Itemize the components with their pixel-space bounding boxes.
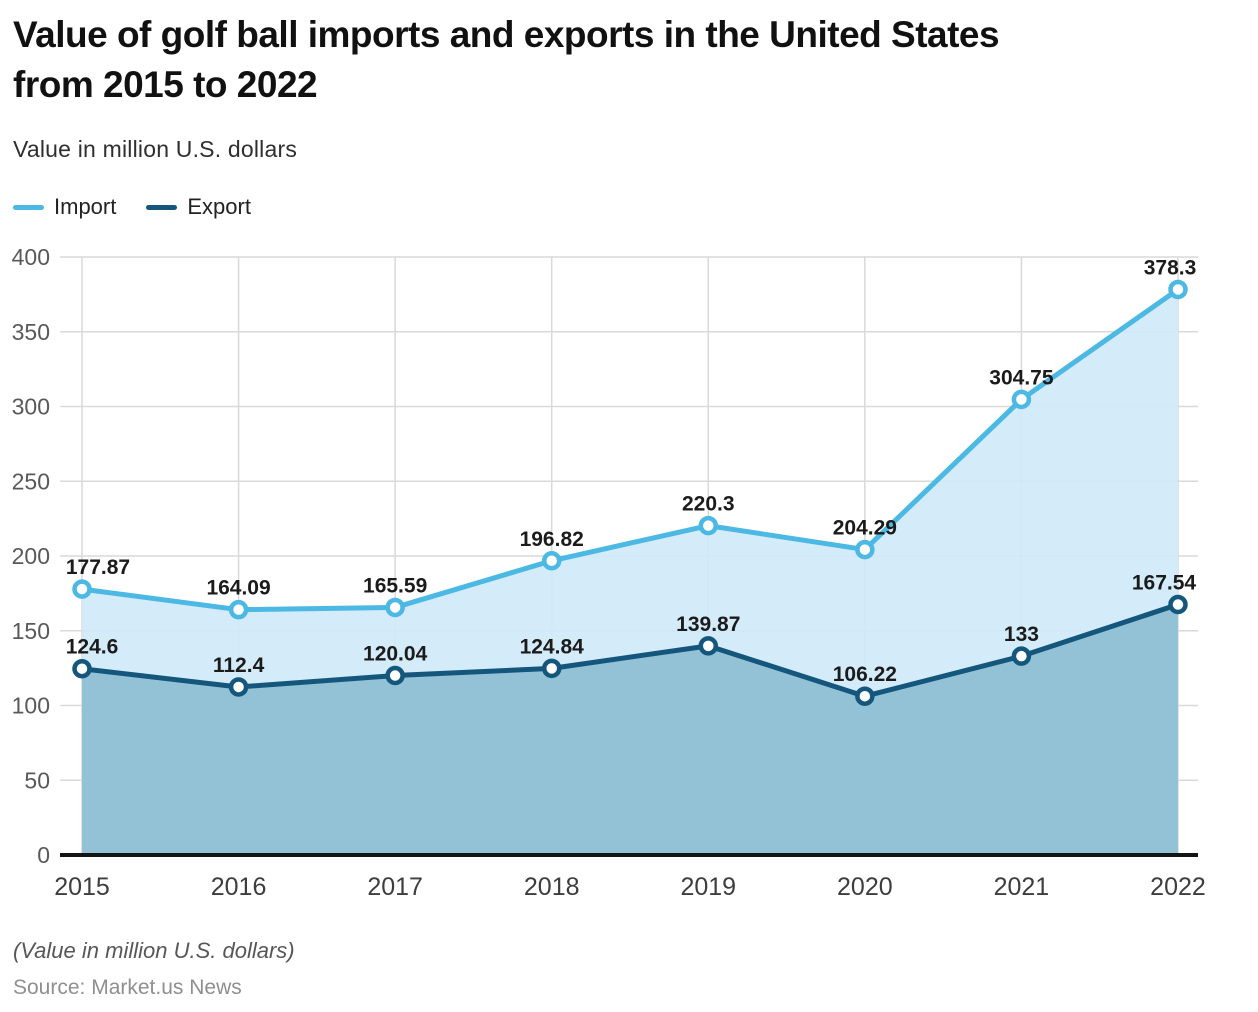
export-value-label: 133 xyxy=(1004,623,1039,646)
y-axis-label: 350 xyxy=(12,319,50,345)
import-data-point-marker xyxy=(1011,389,1032,410)
legend-label-import: Import xyxy=(54,194,117,219)
y-axis-label: 200 xyxy=(12,543,50,569)
x-axis-label: 2016 xyxy=(211,873,267,901)
import-value-label: 220.3 xyxy=(682,493,735,516)
x-axis-label: 2017 xyxy=(367,873,423,901)
export-line xyxy=(79,602,1181,699)
y-axis-label: 0 xyxy=(37,842,50,868)
export-value-label: 139.87 xyxy=(676,613,740,636)
import-data-point-marker xyxy=(855,539,875,560)
import-value-label: 165.59 xyxy=(363,574,427,597)
export-data-point-marker xyxy=(1168,594,1188,615)
chart-subtitle: Value in million U.S. dollars xyxy=(13,136,298,162)
chart-title-line1: Value of golf ball imports and exports i… xyxy=(13,14,1000,55)
import-value-label: 177.87 xyxy=(66,556,130,579)
legend-item-import[interactable]: Import xyxy=(13,194,116,220)
import-line xyxy=(79,286,1181,613)
export-value-label: 124.6 xyxy=(66,636,119,659)
y-axis-label: 400 xyxy=(12,244,50,270)
import-data-point-marker xyxy=(541,551,562,571)
footer-note: (Value in million U.S. dollars) xyxy=(13,938,295,963)
export-data-point-marker xyxy=(698,636,719,656)
import-value-label: 378.3 xyxy=(1144,256,1197,279)
footer-source: Source: Market.us News xyxy=(13,976,242,999)
export-data-point-marker xyxy=(541,658,562,679)
export-value-label: 120.04 xyxy=(363,643,428,666)
legend-item-export[interactable]: Export xyxy=(146,194,251,220)
export-data-point-marker xyxy=(72,658,92,679)
y-axis-label: 250 xyxy=(12,468,50,494)
export-data-point-marker xyxy=(1011,646,1032,666)
import-line-swatch-icon xyxy=(13,204,44,210)
export-area xyxy=(82,604,1178,855)
import-value-label: 204.29 xyxy=(833,517,897,540)
x-axis-label: 2022 xyxy=(1150,873,1206,901)
export-data-point-marker xyxy=(855,686,875,706)
export-data-point-marker xyxy=(228,677,249,697)
export-value-label: 167.54 xyxy=(1132,572,1197,595)
y-axis-label: 300 xyxy=(12,394,50,420)
y-axis-label: 50 xyxy=(24,767,50,793)
x-axis-label: 2018 xyxy=(524,873,580,901)
x-axis-label: 2021 xyxy=(994,873,1050,901)
import-data-point-marker xyxy=(385,597,405,618)
x-axis-label: 2019 xyxy=(680,873,736,901)
import-data-point-marker xyxy=(1168,279,1188,300)
legend: Import Export xyxy=(13,194,1245,220)
export-value-label: 124.84 xyxy=(520,635,585,658)
y-axis-label: 150 xyxy=(12,618,50,644)
x-axis-label: 2015 xyxy=(54,873,110,901)
export-data-point-marker xyxy=(385,665,405,686)
y-axis-label: 100 xyxy=(12,693,50,719)
import-value-label: 164.09 xyxy=(206,577,270,600)
chart-title: Value of golf ball imports and exports i… xyxy=(13,10,1245,110)
import-data-point-marker xyxy=(698,515,719,536)
import-data-point-marker xyxy=(72,579,92,599)
export-value-label: 106.22 xyxy=(833,663,897,686)
import-value-label: 196.82 xyxy=(520,528,584,551)
legend-label-export: Export xyxy=(187,194,251,219)
chart-title-line2: from 2015 to 2022 xyxy=(13,64,318,105)
import-data-point-marker xyxy=(228,599,249,620)
export-value-label: 112.4 xyxy=(213,654,265,677)
export-line-swatch-icon xyxy=(146,204,178,210)
import-value-label: 304.75 xyxy=(989,366,1054,389)
x-axis-label: 2020 xyxy=(837,873,893,901)
chart-header: Value of golf ball imports and exports i… xyxy=(13,10,1245,220)
